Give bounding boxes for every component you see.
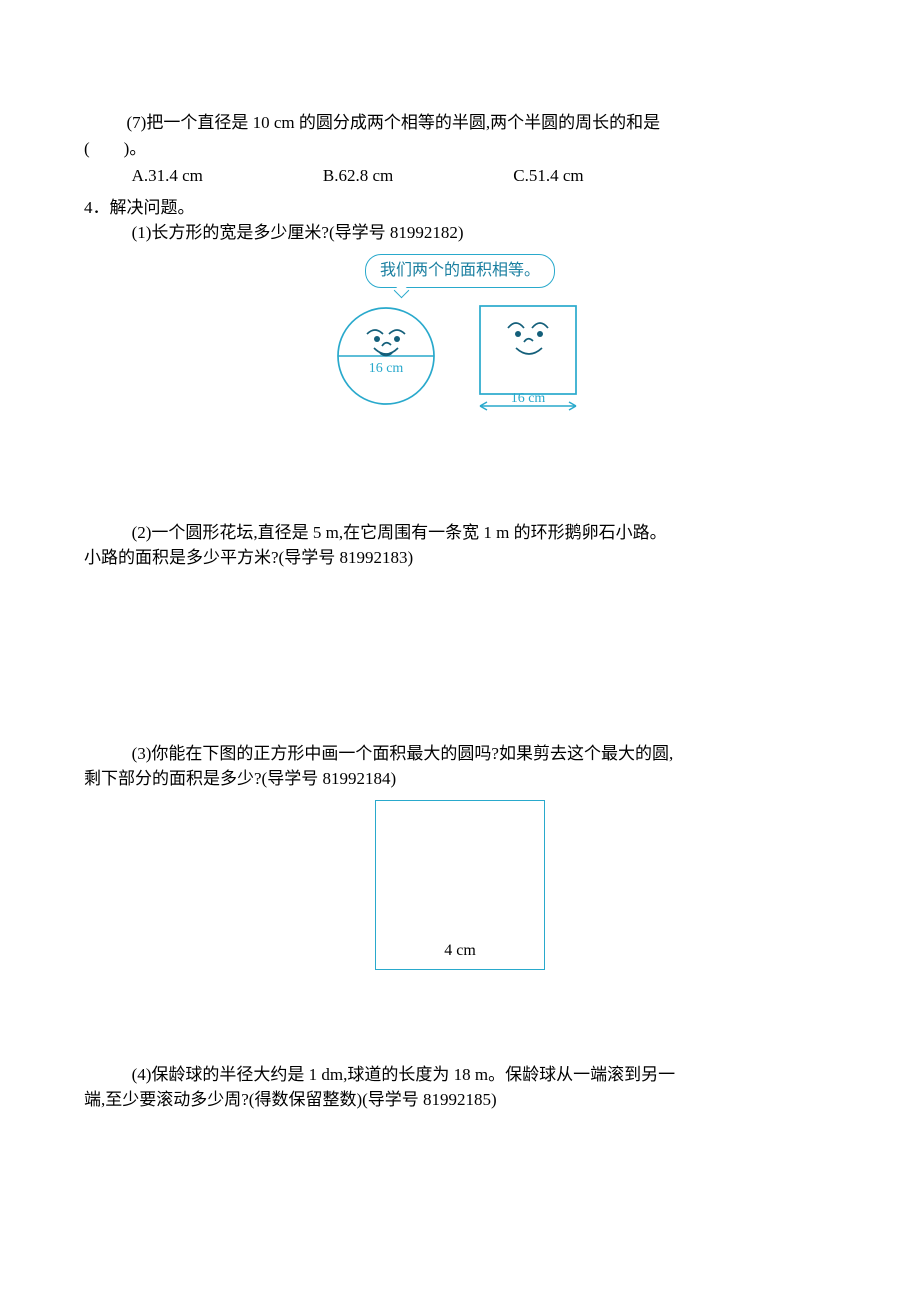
q7-stem: (7)把一个直径是 10 cm 的圆分成两个相等的半圆,两个半圆的周长的和是 [84, 110, 836, 136]
q7-tail: ( )。 [84, 136, 836, 162]
section-4-heading: 4．解决问题。 [84, 195, 836, 221]
spacer [84, 978, 836, 1062]
p2-line2: 小路的面积是多少平方米?(导学号 81992183) [84, 545, 836, 571]
p4-line2: 端,至少要滚动多少周?(得数保留整数)(导学号 81992185) [84, 1087, 836, 1113]
page: (7)把一个直径是 10 cm 的圆分成两个相等的半圆,两个半圆的周长的和是 (… [0, 0, 920, 1302]
speech-bubble: 我们两个的面积相等。 [365, 254, 555, 288]
q7-option-a: A.31.4 cm [132, 163, 203, 189]
rect-width-label: 16 cm [511, 391, 546, 406]
q7-option-b: B.62.8 cm [323, 163, 393, 189]
circle-face-figure: 16 cm [332, 302, 440, 410]
square-side-label: 4 cm [444, 939, 476, 969]
spacer [84, 571, 836, 741]
spacer [84, 428, 836, 520]
p1-text: (1)长方形的宽是多少厘米?(导学号 81992182) [84, 220, 836, 246]
p3-line1: (3)你能在下图的正方形中画一个面积最大的圆吗?如果剪去这个最大的圆, [84, 741, 836, 767]
square-4cm: 4 cm [375, 800, 545, 970]
p3-line2: 剩下部分的面积是多少?(导学号 81992184) [84, 766, 836, 792]
circle-diameter-label: 16 cm [369, 361, 404, 376]
q7-option-c: C.51.4 cm [513, 163, 583, 189]
rect-face-figure: 16 cm [468, 302, 588, 420]
p3-figure: 4 cm [84, 800, 836, 970]
q7-text: (7)把一个直径是 10 cm 的圆分成两个相等的半圆,两个半圆的周长的和是 [127, 113, 661, 132]
p1-figure: 我们两个的面积相等。 [84, 254, 836, 420]
p2-line1: (2)一个圆形花坛,直径是 5 m,在它周围有一条宽 1 m 的环形鹅卵石小路。 [84, 520, 836, 546]
p4-line1: (4)保龄球的半径大约是 1 dm,球道的长度为 18 m。保龄球从一端滚到另一 [84, 1062, 836, 1088]
q7-options: A.31.4 cm B.62.8 cm C.51.4 cm [84, 163, 836, 189]
